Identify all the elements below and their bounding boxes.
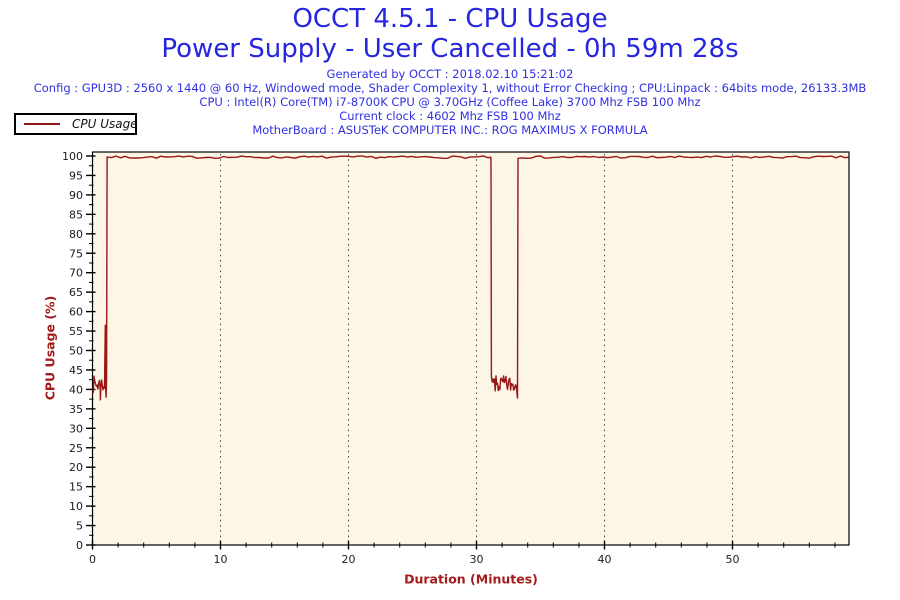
report-title: OCCT 4.5.1 - CPU Usage: [292, 4, 608, 34]
y-tick-label: 30: [69, 422, 83, 435]
x-tick-label: 20: [342, 553, 356, 566]
legend-label: CPU Usage: [72, 117, 138, 131]
y-tick-label: 85: [69, 208, 83, 221]
y-tick-label: 15: [69, 481, 83, 494]
y-tick-label: 80: [69, 228, 83, 241]
y-tick-label: 5: [76, 520, 83, 533]
y-tick-label: 100: [62, 150, 83, 163]
y-tick-label: 10: [69, 500, 83, 513]
system-info-block: Generated by OCCT : 2018.02.10 15:21:02 …: [0, 67, 900, 137]
cpu-usage-trace: [91, 155, 849, 401]
motherboard-line: MotherBoard : ASUSTeK COMPUTER INC.: ROG…: [252, 123, 648, 137]
y-tick-label: 60: [69, 306, 83, 319]
legend-box: CPU Usage: [14, 113, 138, 135]
y-tick-label: 50: [69, 345, 83, 358]
y-tick-label: 45: [69, 364, 83, 377]
legend-line-sample: [24, 123, 60, 125]
x-tick-label: 30: [470, 553, 484, 566]
y-tick-label: 35: [69, 403, 83, 416]
y-tick-label: 90: [69, 189, 83, 202]
x-axis-ticks: 0 10 20 30 40 50: [89, 540, 836, 566]
x-tick-label: 50: [726, 553, 740, 566]
report-subtitle: Power Supply - User Cancelled - 0h 59m 2…: [161, 34, 739, 64]
x-tick-label: 40: [598, 553, 612, 566]
y-tick-label: 0: [76, 539, 83, 552]
y-tick-label: 55: [69, 325, 83, 338]
y-tick-label: 70: [69, 267, 83, 280]
y-tick-label: 95: [69, 169, 83, 182]
y-tick-label: 25: [69, 442, 83, 455]
clock-line: Current clock : 4602 Mhz FSB 100 Mhz: [339, 109, 561, 123]
y-tick-label: 65: [69, 286, 83, 299]
plot-area: [91, 151, 850, 546]
cpu-line: CPU : Intel(R) Core(TM) i7-8700K CPU @ 3…: [199, 95, 701, 109]
y-tick-label: 75: [69, 247, 83, 260]
x-axis-title: Duration (Minutes): [404, 571, 538, 587]
y-tick-label: 20: [69, 461, 83, 474]
gridlines: [220, 154, 734, 544]
generated-line: Generated by OCCT : 2018.02.10 15:21:02: [326, 67, 574, 81]
y-axis-ticks: 0 5 10 15 20 25 30 35 40 45 50 55 60 65 70 75 80 85 90 95 10…: [62, 150, 96, 552]
x-tick-label: 10: [214, 553, 228, 566]
y-axis-title: CPU Usage (%): [42, 295, 58, 401]
y-tick-label: 40: [69, 383, 83, 396]
x-tick-label: 0: [89, 553, 96, 566]
config-line: Config : GPU3D : 2560 x 1440 @ 60 Hz, Wi…: [33, 81, 867, 95]
